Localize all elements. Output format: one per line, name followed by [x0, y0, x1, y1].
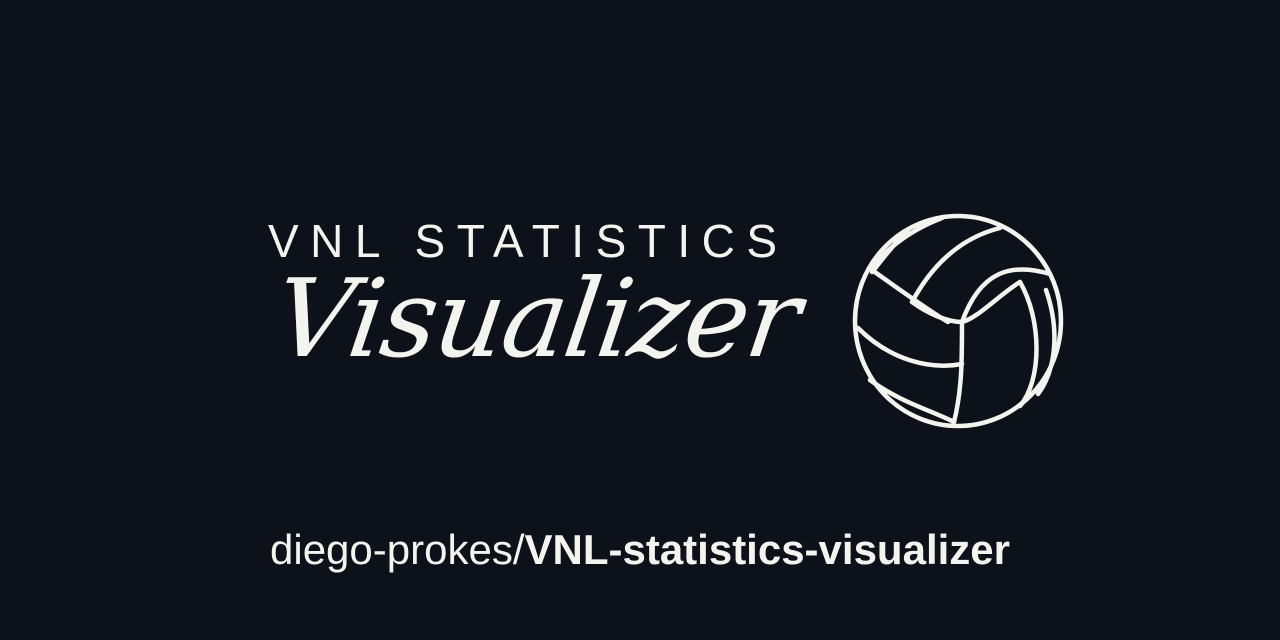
logo-script-word: Visualizer — [266, 257, 806, 382]
logo-heading: VNL STATISTICS — [268, 215, 789, 267]
repo-separator: / — [512, 526, 525, 573]
volleyball-icon — [852, 213, 1064, 429]
repo-slug: diego-prokes/VNL-statistics-visualizer — [0, 526, 1280, 574]
repo-owner: diego-prokes — [270, 526, 513, 573]
repo-name: VNL-statistics-visualizer — [524, 526, 1010, 573]
